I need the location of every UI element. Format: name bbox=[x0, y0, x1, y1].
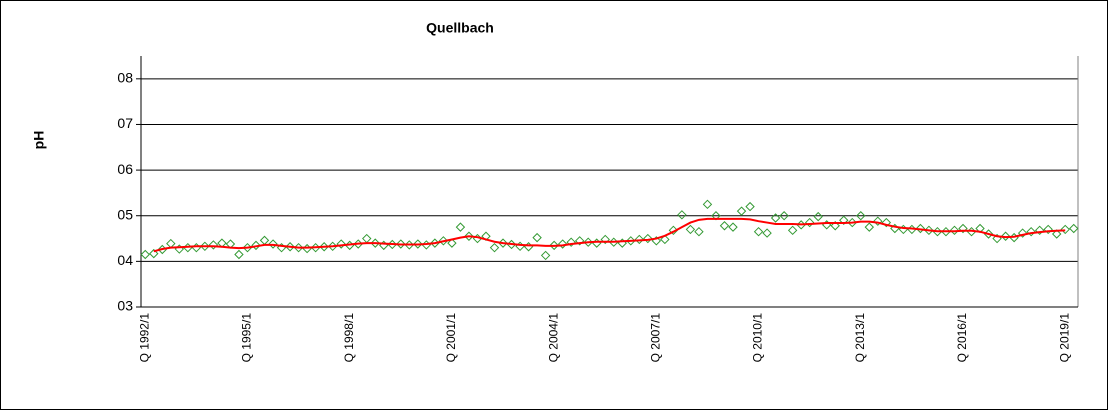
data-point bbox=[370, 238, 380, 248]
data-point bbox=[293, 242, 304, 253]
x-tick-label: Q 1992/1 bbox=[137, 313, 151, 363]
chart-title: Quellbach bbox=[426, 20, 494, 36]
data-point bbox=[540, 250, 551, 261]
data-point bbox=[915, 223, 926, 234]
x-tick-label: Q 2010/1 bbox=[751, 313, 765, 363]
data-point bbox=[634, 234, 645, 245]
data-point bbox=[489, 242, 500, 253]
data-point bbox=[685, 224, 696, 235]
data-point bbox=[234, 249, 244, 260]
x-tick-label: Q 2013/1 bbox=[853, 313, 867, 363]
data-point bbox=[958, 223, 968, 234]
data-point bbox=[1017, 228, 1028, 238]
data-point bbox=[319, 242, 329, 252]
data-point bbox=[557, 239, 568, 249]
y-axis-label: pH bbox=[31, 131, 47, 150]
data-point bbox=[770, 213, 781, 223]
data-point bbox=[839, 215, 849, 225]
x-tick-label: Q 1995/1 bbox=[240, 313, 254, 363]
data-point bbox=[702, 199, 713, 210]
data-point bbox=[949, 225, 960, 236]
data-point bbox=[549, 240, 559, 251]
data-point bbox=[336, 239, 346, 249]
data-point bbox=[804, 217, 815, 228]
data-point bbox=[856, 211, 866, 221]
x-tick-label: Q 1998/1 bbox=[342, 313, 356, 363]
data-point bbox=[745, 201, 755, 212]
data-point bbox=[464, 231, 474, 241]
data-point bbox=[200, 241, 210, 252]
data-point bbox=[626, 236, 636, 246]
data-point bbox=[813, 211, 823, 222]
data-point bbox=[1060, 224, 1070, 235]
data-point bbox=[1069, 223, 1079, 234]
data-point bbox=[447, 238, 457, 248]
data-point bbox=[736, 206, 747, 216]
data-point bbox=[881, 217, 892, 228]
data-point bbox=[1000, 231, 1011, 241]
y-tick-label: 07 bbox=[117, 115, 133, 131]
y-tick-label: 03 bbox=[117, 298, 133, 314]
x-tick-label: Q 2001/1 bbox=[444, 313, 458, 363]
data-point bbox=[1034, 225, 1045, 236]
y-tick-label: 05 bbox=[117, 206, 133, 222]
data-point bbox=[140, 249, 150, 260]
data-point bbox=[643, 233, 653, 244]
x-tick-label: Q 2016/1 bbox=[955, 313, 969, 363]
x-tick-label: Q 2004/1 bbox=[546, 313, 560, 363]
data-point bbox=[574, 236, 585, 246]
data-point bbox=[438, 236, 449, 246]
data-point bbox=[268, 239, 278, 249]
data-point bbox=[660, 234, 670, 245]
data-point bbox=[327, 241, 338, 252]
data-point bbox=[149, 248, 159, 259]
data-point bbox=[455, 222, 466, 232]
data-point bbox=[532, 232, 542, 243]
data-point bbox=[873, 216, 883, 226]
data-point bbox=[787, 225, 798, 236]
data-point bbox=[668, 225, 679, 236]
data-point bbox=[566, 237, 576, 247]
data-point bbox=[719, 221, 730, 231]
data-point bbox=[694, 226, 704, 237]
y-tick-label: 08 bbox=[117, 70, 133, 86]
data-point bbox=[251, 240, 261, 251]
data-point bbox=[413, 239, 423, 249]
data-point bbox=[830, 221, 840, 231]
trend-line bbox=[153, 217, 1066, 253]
y-tick-label: 06 bbox=[117, 161, 133, 177]
plot-area bbox=[141, 56, 1078, 307]
data-point bbox=[864, 222, 875, 232]
data-point bbox=[396, 239, 406, 249]
y-tick-label: 04 bbox=[117, 252, 133, 268]
data-point bbox=[847, 217, 857, 228]
x-tick-label: Q 2007/1 bbox=[649, 313, 663, 363]
x-tick-label: Q 2019/1 bbox=[1057, 313, 1071, 363]
data-point bbox=[1051, 229, 1062, 239]
data-point bbox=[728, 222, 738, 232]
data-point bbox=[762, 228, 772, 238]
data-point bbox=[208, 240, 219, 250]
data-point bbox=[753, 226, 764, 237]
data-point bbox=[677, 210, 687, 220]
data-point bbox=[924, 225, 934, 236]
data-point bbox=[1026, 226, 1036, 237]
data-point bbox=[600, 234, 610, 245]
data-point bbox=[1043, 224, 1053, 235]
data-point bbox=[285, 242, 295, 252]
data-point bbox=[583, 237, 593, 247]
data-point bbox=[779, 211, 789, 221]
